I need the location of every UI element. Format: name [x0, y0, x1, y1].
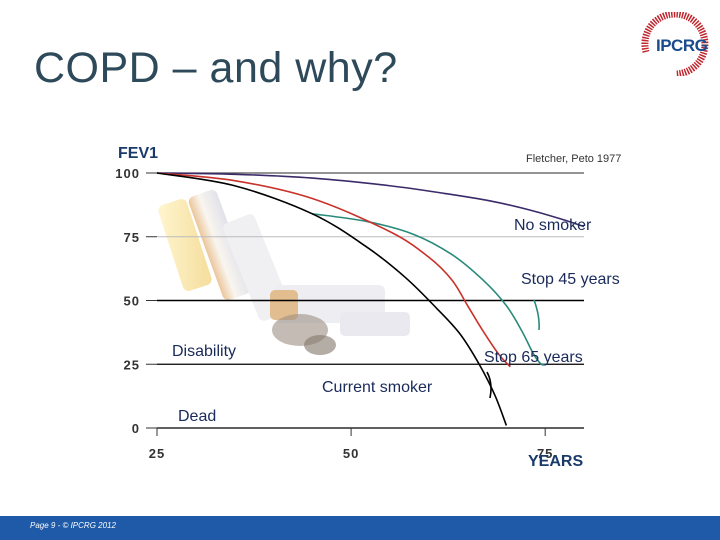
- series-line-3: [156, 172, 508, 426]
- current-smoker-bracket: [486, 371, 492, 399]
- slide-title: COPD – and why?: [34, 44, 398, 92]
- chart: 100 75 50 25 0 25 50 75 No smoker Stop 45 years S…: [115, 145, 621, 470]
- chart-title: FEV1: [118, 145, 158, 162]
- series-label-2: Stop 65 years: [484, 349, 583, 366]
- ipcrg-logo: [641, 12, 709, 76]
- x-axis-label: YEARS: [528, 453, 583, 470]
- chart-source: Fletcher, Peto 1977: [526, 153, 621, 165]
- cigarette-illustration: [158, 189, 410, 355]
- stop45-bracket: [533, 299, 540, 331]
- series-line-2: [156, 172, 511, 368]
- logo-text: IPCRG: [656, 36, 708, 55]
- axis-ticks: 100 75 50 25 0 25 50 75: [115, 166, 553, 461]
- series-label-0: No smoker: [514, 217, 592, 234]
- y-tick-label: 50: [124, 294, 140, 309]
- footer-text: Page 9 - © IPCRG 2012: [30, 521, 116, 530]
- x-tick-label: 50: [343, 446, 359, 461]
- reference-label-1: Dead: [178, 408, 216, 425]
- label-layer: No smoker Stop 45 years Stop 65 years Curre…: [172, 217, 620, 425]
- series-layer: [156, 172, 585, 426]
- series-line-0: [156, 172, 585, 228]
- series-label-3: Current smoker: [322, 379, 433, 396]
- y-tick-label: 100: [115, 166, 140, 181]
- y-tick-label: 25: [124, 357, 140, 372]
- reference-label-0: Disability: [172, 343, 236, 360]
- y-tick-label: 75: [124, 230, 140, 245]
- gridlines: [157, 172, 584, 429]
- x-tick-label: 75: [537, 446, 553, 461]
- footer-bar: [0, 516, 720, 540]
- series-line-1: [312, 213, 546, 366]
- series-label-1: Stop 45 years: [521, 271, 620, 288]
- y-tick-label: 0: [132, 421, 140, 436]
- x-tick-label: 25: [149, 446, 165, 461]
